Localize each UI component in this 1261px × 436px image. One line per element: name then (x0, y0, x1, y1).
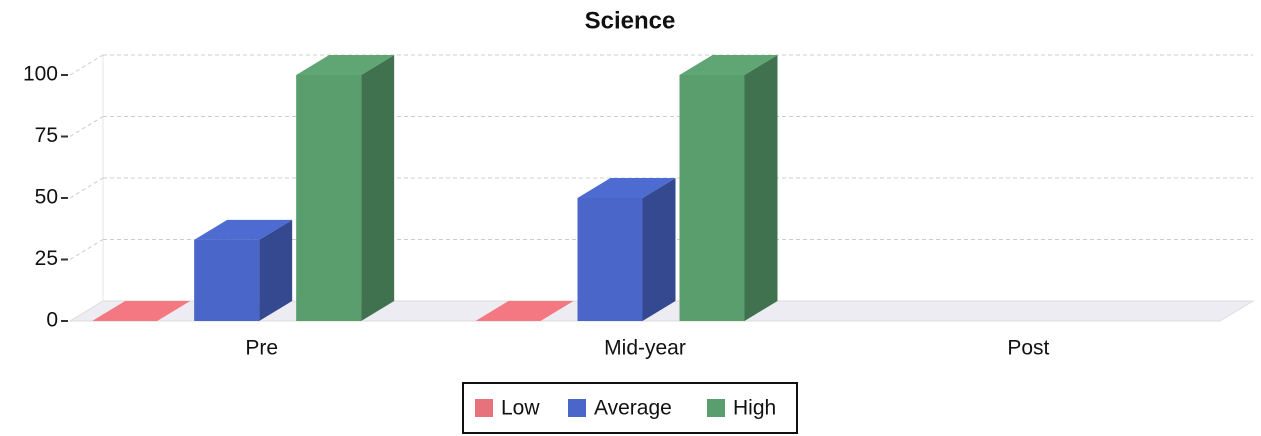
bar-top (296, 55, 395, 75)
bar (296, 75, 362, 321)
grid-line (69, 116, 104, 137)
legend-swatch (707, 399, 725, 417)
bar-top (475, 301, 574, 321)
bar-top (679, 55, 778, 75)
bar-side (361, 55, 395, 321)
legend-swatch (568, 399, 586, 417)
x-tick-label: Mid-year (604, 337, 686, 360)
legend-label: High (733, 397, 776, 420)
legend-label: Average (594, 397, 672, 420)
chart-title: Science (585, 7, 676, 34)
x-tick-label: Pre (245, 337, 278, 360)
bar-top (194, 219, 293, 240)
bar (194, 239, 260, 321)
grid-line (69, 177, 104, 199)
bar (577, 198, 643, 321)
y-tick-label: 25 (35, 247, 58, 270)
y-tick-label: 75 (35, 124, 58, 147)
legend-box (462, 382, 798, 434)
bar-side (744, 55, 778, 321)
legend-swatch (475, 399, 493, 417)
bar-side (642, 178, 676, 321)
grid-line (69, 54, 104, 76)
y-tick-label: 0 (46, 309, 58, 332)
bar-top (577, 178, 676, 198)
bar-top (92, 301, 191, 321)
y-tick-label: 100 (23, 63, 58, 86)
y-tick-label: 50 (35, 186, 58, 209)
bar (679, 75, 745, 321)
grid-line (69, 239, 104, 260)
x-tick-label: Post (1007, 337, 1049, 360)
legend-label: Low (501, 397, 540, 420)
bar-side (259, 219, 293, 321)
